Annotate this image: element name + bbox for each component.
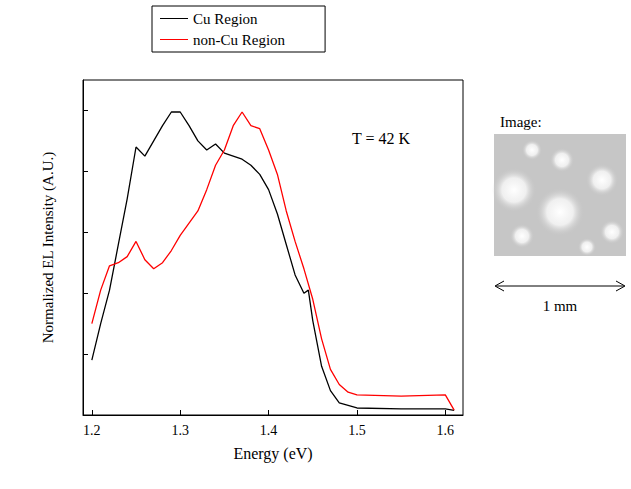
svg-text:1.4: 1.4	[260, 423, 278, 438]
svg-text:Energy (eV): Energy (eV)	[233, 445, 312, 463]
svg-text:1.5: 1.5	[348, 423, 366, 438]
svg-text:1.6: 1.6	[437, 423, 455, 438]
svg-text:Cu Region: Cu Region	[193, 11, 258, 27]
svg-text:non-Cu Region: non-Cu Region	[193, 32, 286, 48]
html-text:1 mm: 1 mm	[542, 298, 578, 314]
svg-text:T = 42 K: T = 42 K	[352, 130, 411, 147]
svg-text:1.2: 1.2	[83, 423, 101, 438]
svg-text:Normalized EL Intensity (A.U.): Normalized EL Intensity (A.U.)	[40, 152, 57, 343]
html-text:Image:: Image:	[500, 114, 542, 130]
svg-text:1.3: 1.3	[171, 423, 189, 438]
